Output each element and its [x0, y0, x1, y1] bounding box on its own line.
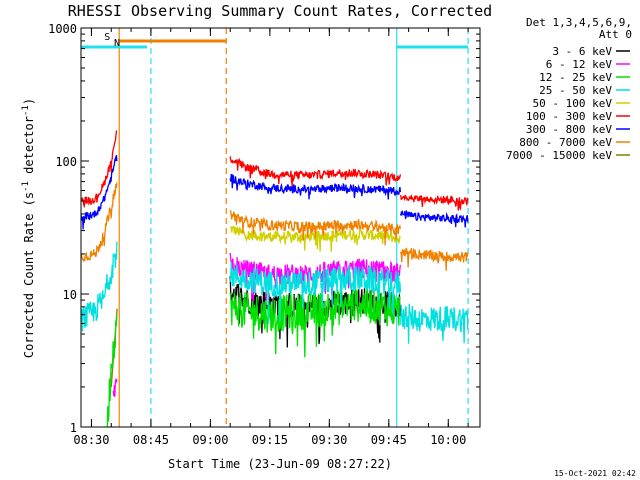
- legend-entry-label: 100 - 300 keV: [526, 110, 612, 123]
- y-tick-label: 1000: [48, 22, 77, 36]
- x-tick-label: 09:30: [311, 433, 347, 447]
- y-tick-label: 10: [63, 288, 77, 302]
- y-axis-label-sup-2: -1: [21, 105, 31, 116]
- flag-label: S: [104, 32, 110, 43]
- legend-entry-label: 12 - 25 keV: [539, 71, 612, 84]
- x-axis-label: Start Time (23-Jun-09 08:27:22): [168, 457, 392, 471]
- y-axis-label-sup-1: -1: [21, 181, 31, 192]
- legend-entry-label: 300 - 800 keV: [526, 123, 612, 136]
- legend-header-attenuator: Att 0: [599, 28, 632, 41]
- x-tick-label: 09:00: [192, 433, 228, 447]
- x-tick-label: 08:45: [133, 433, 169, 447]
- legend-entry-label: 25 - 50 keV: [539, 84, 612, 97]
- series-line: [81, 154, 118, 230]
- series-line: [229, 262, 402, 324]
- x-axis: 08:30 08:45 09:00 09:15 09:30 09:45 10:00: [73, 28, 469, 447]
- legend-entry-label: 800 - 7000 keV: [519, 136, 612, 149]
- series-line: [400, 247, 469, 271]
- flag-label: N: [114, 38, 120, 49]
- x-tick-label: 09:15: [252, 433, 288, 447]
- legend-entry-label: 7000 - 15000 keV: [506, 149, 612, 162]
- legend-entry-label: 6 - 12 keV: [546, 58, 613, 71]
- y-axis-label-end: ): [22, 98, 36, 105]
- series-line: [400, 303, 469, 344]
- y-axis-label-mid: detector: [22, 116, 36, 181]
- series-line: [112, 377, 118, 398]
- y-axis: 1 10 100 1000: [48, 22, 480, 435]
- series-line: [400, 209, 469, 228]
- y-tick-label: 100: [55, 155, 77, 169]
- legend-entry-label: 3 - 6 keV: [552, 45, 612, 58]
- generated-timestamp: 15-Oct-2021 02:42: [554, 469, 636, 478]
- y-axis-label-main: Corrected Count Rate (s: [22, 192, 36, 358]
- plot-area: SN: [81, 28, 469, 427]
- series-line: [400, 194, 469, 212]
- series-line: [81, 241, 118, 332]
- y-axis-label: Corrected Count Rate (s-1 detector-1): [21, 98, 36, 358]
- x-tick-label: 10:00: [430, 433, 466, 447]
- series-line: [229, 156, 402, 186]
- series-line: [81, 129, 118, 209]
- plot-frame: [80, 27, 481, 428]
- series-line: [81, 182, 118, 262]
- plot-inner: SN: [81, 28, 469, 427]
- legend-header-detectors: Det 1,3,4,5,6,9,: [526, 16, 632, 29]
- legend-entry-label: 50 - 100 keV: [533, 97, 613, 110]
- x-tick-label: 09:45: [371, 433, 407, 447]
- x-tick-label: 08:30: [73, 433, 109, 447]
- y-tick-label: 1: [70, 421, 77, 435]
- series-line: [106, 314, 118, 427]
- chart-title: RHESSI Observing Summary Count Rates, Co…: [68, 2, 492, 20]
- series-line: [229, 173, 402, 200]
- series-line: [229, 210, 402, 246]
